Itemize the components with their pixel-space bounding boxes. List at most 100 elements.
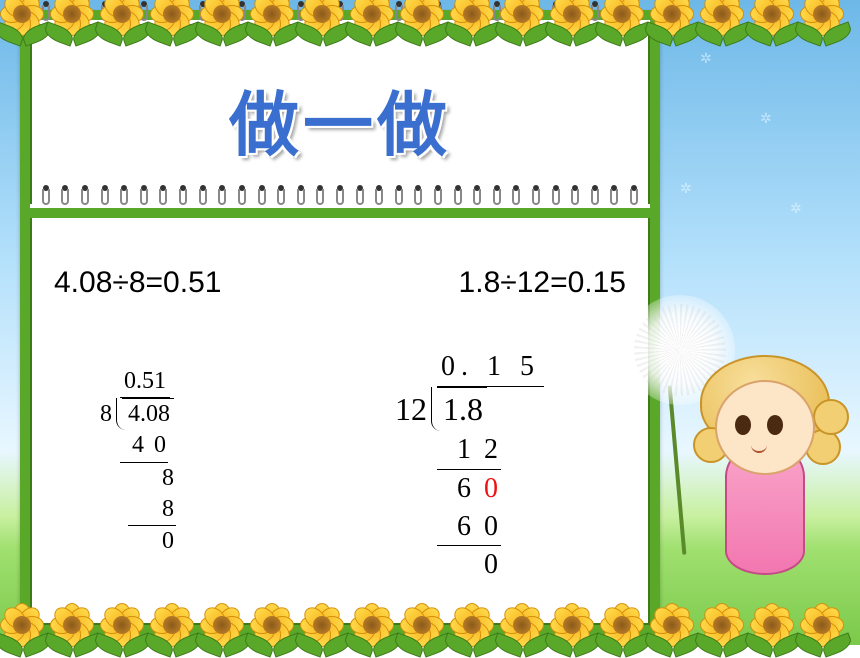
ld1-divisor-row: 8 4.08 <box>100 398 176 430</box>
sunflower-icon <box>250 0 294 36</box>
sunflower-icon <box>750 603 794 647</box>
sunflower-icon <box>550 0 594 36</box>
sunflower-icon <box>300 0 344 36</box>
equation-1: 4.08÷8=0.51 <box>54 266 221 300</box>
ld1-step: 8 <box>128 494 176 526</box>
spiral-ring-icon <box>198 191 208 213</box>
spiral-ring-icon <box>217 191 227 213</box>
ld1-divisor: 8 <box>100 399 116 430</box>
spiral-ring-icon <box>374 191 384 213</box>
spiral-ring-icon <box>629 191 639 213</box>
spiral-ring-icon <box>413 191 423 213</box>
spiral-ring-icon <box>296 191 306 213</box>
seed-icon: ✲ <box>790 200 802 217</box>
spiral-ring-icon <box>355 191 365 213</box>
sunflower-icon <box>700 603 744 647</box>
spiral-ring-icon <box>276 191 286 213</box>
sunflower-icon <box>500 603 544 647</box>
spiral-ring-icon <box>453 191 463 213</box>
page-title: 做一做 <box>229 69 451 170</box>
girl-character <box>665 315 855 575</box>
long-division-bracket-icon: 1.8 <box>431 387 487 431</box>
spiral-ring-icon <box>139 191 149 213</box>
spiral-ring-icon <box>60 191 70 213</box>
long-division-bracket-icon: 4.08 <box>116 398 174 430</box>
spiral-ring-icon <box>237 191 247 213</box>
spiral-ring-icon <box>511 191 521 213</box>
spiral-ring-icon <box>551 191 561 213</box>
spiral-ring-icon <box>433 191 443 213</box>
ld2-steps: 1 26 06 00 <box>437 431 544 584</box>
character-head <box>715 380 815 475</box>
spiral-ring-icon <box>609 191 619 213</box>
spiral-ring-icon <box>257 191 267 213</box>
ld2-step: 0 <box>437 546 501 584</box>
sunflower-icon <box>0 0 44 36</box>
spiral-ring-icon <box>472 191 482 213</box>
spiral-ring-icon <box>158 191 168 213</box>
sunflower-icon <box>350 603 394 647</box>
long-division-1: 0.51 8 4.08 4 0880 <box>100 366 176 557</box>
long-division-2: 0. 1 5 12 1.8 1 26 06 00 <box>395 348 544 584</box>
spiral-ring-icon <box>80 191 90 213</box>
notebook-frame: 做一做 4.08÷8=0.51 1.8÷12=0.15 0.51 8 4.08 … <box>20 10 660 635</box>
sunflower-icon <box>150 603 194 647</box>
content-panel: 4.08÷8=0.51 1.8÷12=0.15 0.51 8 4.08 4 08… <box>30 218 650 605</box>
spiral-ring-icon <box>41 191 51 213</box>
sunflower-icon <box>400 0 444 36</box>
sunflower-icon <box>600 603 644 647</box>
sunflower-icon <box>100 0 144 36</box>
spiral-ring-icon <box>531 191 541 213</box>
ld2-divisor: 12 <box>395 388 431 431</box>
spiral-ring-icon <box>315 191 325 213</box>
sunflower-icon <box>700 0 744 36</box>
sunflower-icon <box>500 0 544 36</box>
flower-border-top <box>0 0 860 32</box>
sunflower-icon <box>150 0 194 36</box>
sunflower-icon <box>550 603 594 647</box>
title-panel: 做一做 <box>30 34 650 204</box>
sunflower-icon <box>600 0 644 36</box>
sunflower-icon <box>800 603 844 647</box>
sunflower-icon <box>800 0 844 36</box>
equations-row: 4.08÷8=0.51 1.8÷12=0.15 <box>44 218 636 320</box>
flower-border-bottom <box>0 603 860 653</box>
spiral-ring-icon <box>119 191 129 213</box>
sunflower-icon <box>50 603 94 647</box>
sunflower-icon <box>50 0 94 36</box>
sunflower-icon <box>300 603 344 647</box>
spiral-binding-mid <box>30 204 650 218</box>
ld2-dividend: 1.8 <box>437 387 487 431</box>
spiral-ring-icon <box>492 191 502 213</box>
sunflower-icon <box>0 603 44 647</box>
ld2-quotient-row: 0. 1 5 <box>435 348 544 387</box>
sunflower-icon <box>450 0 494 36</box>
ld1-quotient-row: 0.51 <box>118 366 176 398</box>
ld1-step: 4 0 <box>120 430 168 462</box>
ld1-quotient: 0.51 <box>120 366 170 398</box>
sunflower-icon <box>400 603 444 647</box>
sunflower-icon <box>200 0 244 36</box>
ld1-dividend: 4.08 <box>122 398 174 430</box>
dandelion-stem <box>668 385 687 555</box>
ld1-step: 0 <box>128 526 176 557</box>
sunflower-icon <box>450 603 494 647</box>
sunflower-icon <box>750 0 794 36</box>
spiral-ring-icon <box>570 191 580 213</box>
eye-icon <box>767 415 783 435</box>
spiral-ring-icon <box>178 191 188 213</box>
ld2-quotient: 0. 1 5 <box>437 348 544 387</box>
ld2-step: 1 2 <box>437 431 501 470</box>
sunflower-icon <box>100 603 144 647</box>
spiral-ring-icon <box>100 191 110 213</box>
sunflower-icon <box>250 603 294 647</box>
sunflower-icon <box>200 603 244 647</box>
equation-2: 1.8÷12=0.15 <box>459 266 626 300</box>
spiral-ring-icon <box>590 191 600 213</box>
ld2-step: 6 0 <box>437 508 501 547</box>
ld1-step: 8 <box>128 463 176 494</box>
seed-icon: ✲ <box>760 110 772 127</box>
spiral-ring-icon <box>335 191 345 213</box>
ld1-steps: 4 0880 <box>120 430 176 557</box>
eye-icon <box>735 415 751 435</box>
